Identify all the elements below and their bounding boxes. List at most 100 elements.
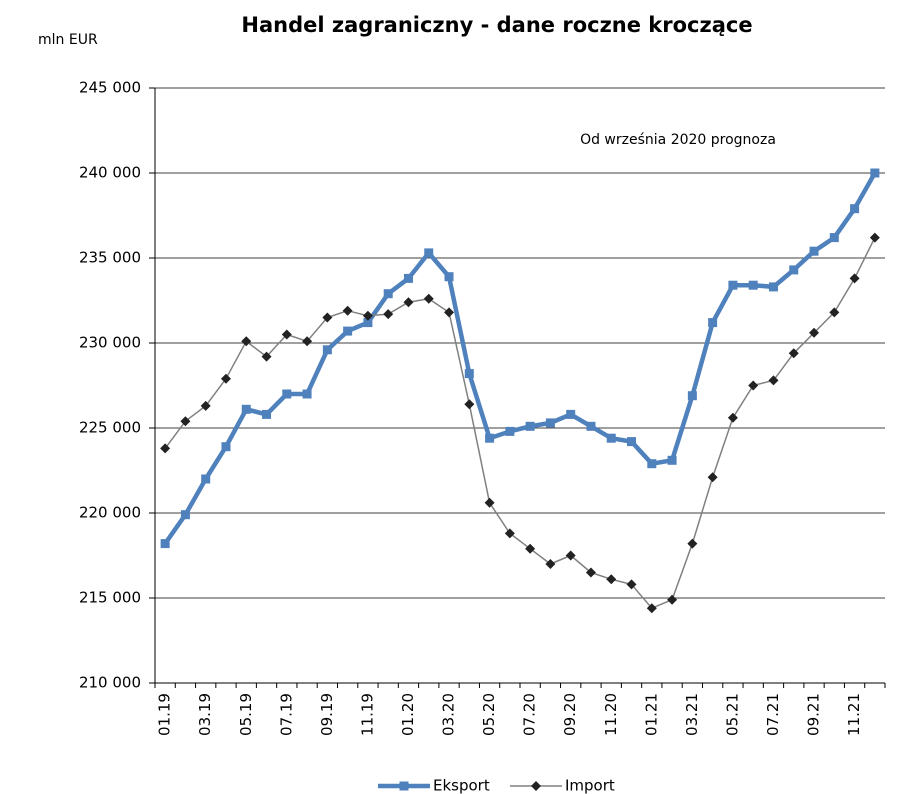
data-point [302, 389, 312, 399]
data-point [809, 246, 819, 256]
x-tick-label: 01.20 [399, 693, 417, 736]
data-point [403, 273, 413, 283]
data-point [768, 375, 779, 386]
x-tick-label: 09.21 [805, 693, 823, 736]
x-tick-label: 11.20 [602, 693, 620, 736]
legend-marker [531, 781, 541, 791]
data-point [748, 280, 758, 290]
series-line [164, 237, 876, 609]
data-point [464, 369, 474, 379]
data-point [241, 336, 252, 347]
y-tick-label: 240 000 [79, 164, 141, 182]
data-point [667, 455, 677, 465]
legend-marker [399, 781, 409, 791]
data-point [525, 421, 535, 431]
x-tick-label: 11.21 [845, 693, 863, 736]
data-point [342, 305, 353, 316]
data-point [565, 550, 576, 561]
data-point [424, 248, 434, 258]
data-point [363, 318, 373, 328]
data-point [708, 318, 718, 328]
data-point [727, 412, 738, 423]
data-point [850, 204, 860, 214]
data-point [200, 400, 211, 411]
y-axis-label: mln EUR [38, 32, 98, 48]
legend-label: Eksport [433, 777, 490, 794]
data-point [180, 416, 191, 427]
data-point [768, 282, 778, 292]
data-point [728, 280, 738, 290]
data-point [525, 543, 536, 554]
data-point [262, 409, 272, 419]
data-point [586, 421, 596, 431]
data-point [585, 567, 596, 578]
data-point [687, 391, 697, 401]
data-point [707, 472, 718, 483]
data-point [788, 348, 799, 359]
data-point [343, 326, 353, 336]
data-point [220, 373, 231, 384]
data-point [383, 309, 394, 320]
x-tick-label: 03.20 [440, 693, 458, 736]
data-point [829, 233, 839, 243]
x-tick-label: 07.19 [277, 693, 295, 736]
x-tick-label: 05.19 [237, 693, 255, 736]
data-point [281, 329, 292, 340]
data-point [545, 559, 556, 569]
data-point [566, 409, 576, 419]
data-point [383, 289, 393, 299]
data-point [322, 345, 332, 355]
data-point [322, 312, 333, 323]
data-point [201, 474, 211, 484]
data-point [789, 265, 799, 275]
data-point [160, 443, 171, 454]
y-tick-label: 215 000 [79, 589, 141, 607]
x-tick-label: 11.19 [358, 693, 376, 736]
data-point [464, 399, 475, 410]
x-tick-label: 09.20 [561, 693, 579, 736]
data-point [282, 389, 292, 399]
data-point [809, 327, 820, 338]
x-tick-label: 03.21 [683, 693, 701, 736]
data-point [403, 297, 414, 308]
x-tick-label: 09.19 [318, 693, 336, 736]
y-tick-label: 210 000 [79, 674, 141, 692]
data-point [849, 273, 860, 284]
data-point [484, 497, 495, 508]
data-point [362, 310, 373, 321]
annotation: Od września 2020 prognoza [580, 132, 776, 148]
series-line [163, 171, 877, 545]
data-point [221, 442, 231, 452]
x-tick-label: 03.19 [196, 693, 214, 736]
data-point [646, 603, 657, 614]
data-point [423, 293, 434, 304]
legend-label: Import [565, 777, 615, 794]
data-point [505, 426, 515, 436]
y-tick-label: 230 000 [79, 334, 141, 352]
data-point [687, 538, 698, 549]
data-point [869, 232, 880, 243]
data-point [627, 437, 637, 447]
y-tick-label: 220 000 [79, 504, 141, 522]
x-tick-label: 05.21 [723, 693, 741, 736]
data-point [748, 380, 759, 391]
data-point [667, 594, 678, 605]
data-point [504, 528, 515, 539]
data-point [444, 272, 454, 282]
y-tick-label: 235 000 [79, 249, 141, 267]
data-point [160, 539, 170, 549]
data-point [647, 459, 657, 469]
data-point [180, 510, 190, 520]
data-point [302, 336, 313, 347]
data-point [870, 168, 880, 178]
data-point [444, 307, 455, 318]
y-tick-label: 225 000 [79, 419, 141, 437]
data-point [545, 418, 555, 428]
x-tick-label: 01.21 [642, 693, 660, 736]
chart-title: Handel zagraniczny - dane roczne krocząc… [241, 13, 752, 37]
x-tick-label: 07.20 [521, 693, 539, 736]
data-point [241, 404, 251, 414]
x-tick-label: 05.20 [480, 693, 498, 736]
data-point [261, 351, 272, 362]
